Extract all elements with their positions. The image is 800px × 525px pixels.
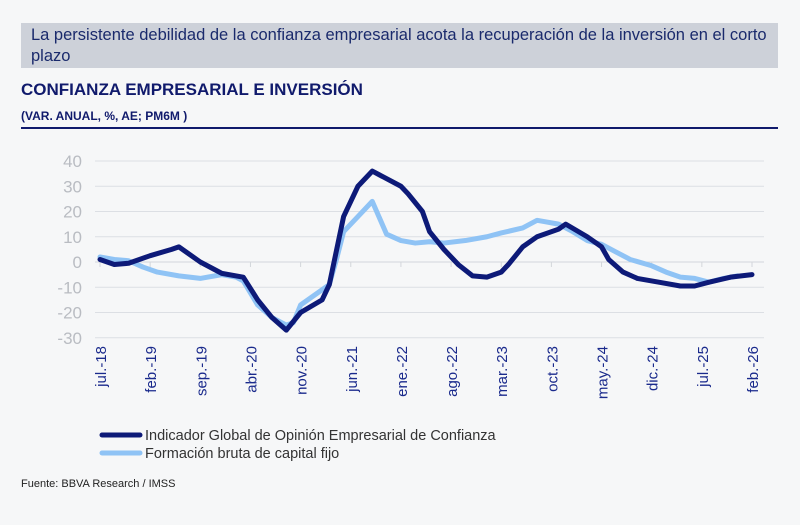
x-tick-label: may.-24: [595, 346, 612, 399]
x-tick-label: mar.-23: [494, 346, 511, 397]
x-tick-label: jul.-18: [93, 346, 110, 388]
series-line-investment: [97, 198, 741, 328]
x-tick-label: jul.-25: [695, 346, 712, 388]
x-tick-label: nov.-20: [294, 346, 311, 395]
chart-title: CONFIANZA EMPRESARIAL E INVERSIÓN: [21, 80, 363, 99]
y-tick-label: -30: [57, 329, 82, 348]
x-tick-label: oct.-23: [544, 346, 561, 392]
y-tick-label: 20: [63, 203, 82, 222]
x-tick-label: feb.-26: [745, 346, 762, 393]
legend-label: Formación bruta de capital fijo: [145, 446, 339, 462]
y-tick-label: 0: [73, 253, 82, 272]
y-tick-label: 10: [63, 228, 82, 247]
y-tick-label: 30: [63, 177, 82, 196]
x-tick-label: sep.-19: [193, 346, 210, 396]
y-tick-label: 40: [63, 152, 82, 171]
x-tick-label: ago.-22: [444, 346, 461, 397]
chart-subtitle: (VAR. ANUAL, %, AE; PM6M ): [21, 109, 188, 123]
x-tick-label: feb.-19: [143, 346, 160, 393]
x-tick-label: jun.-21: [344, 346, 361, 393]
title-rule: [21, 127, 778, 129]
y-tick-label: -10: [57, 278, 82, 297]
legend-label: Indicador Global de Opinión Empresarial …: [145, 428, 497, 444]
x-tick-label: abr.-20: [243, 346, 260, 393]
x-tick-label: dic.-24: [645, 346, 662, 391]
y-tick-label: -20: [57, 304, 82, 323]
source-note: Fuente: BBVA Research / IMSS: [21, 478, 176, 490]
headline: La persistente debilidad de la confianza…: [21, 23, 778, 68]
series-line-confidence: [97, 168, 755, 333]
x-tick-label: ene.-22: [394, 346, 411, 397]
